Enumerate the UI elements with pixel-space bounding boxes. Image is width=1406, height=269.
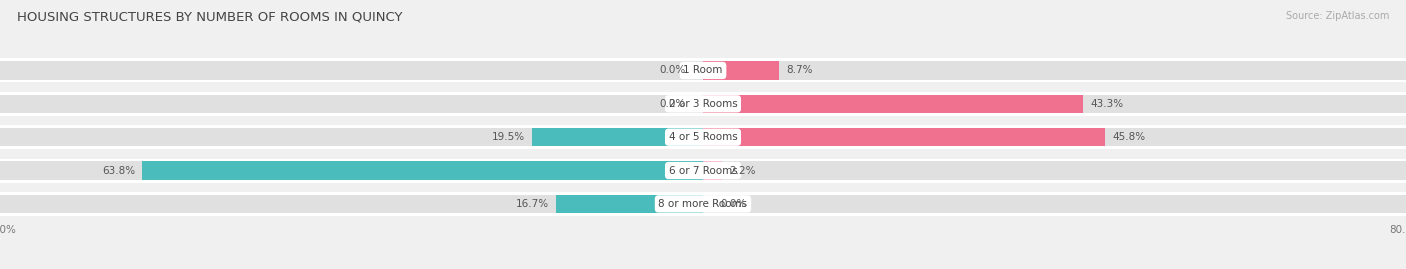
Bar <box>703 61 779 80</box>
Text: 0.0%: 0.0% <box>659 99 686 109</box>
Bar <box>0 195 1406 213</box>
Bar <box>703 128 1105 146</box>
Text: 0.0%: 0.0% <box>659 65 686 76</box>
Bar <box>0 128 1406 146</box>
Text: 2.2%: 2.2% <box>730 165 756 176</box>
Bar <box>0 92 1406 116</box>
Bar <box>531 128 703 146</box>
Text: 6 or 7 Rooms: 6 or 7 Rooms <box>669 165 737 176</box>
Text: 2 or 3 Rooms: 2 or 3 Rooms <box>669 99 737 109</box>
Text: 45.8%: 45.8% <box>1112 132 1146 142</box>
Text: Source: ZipAtlas.com: Source: ZipAtlas.com <box>1285 11 1389 21</box>
Text: HOUSING STRUCTURES BY NUMBER OF ROOMS IN QUINCY: HOUSING STRUCTURES BY NUMBER OF ROOMS IN… <box>17 11 402 24</box>
Text: 4 or 5 Rooms: 4 or 5 Rooms <box>669 132 737 142</box>
Bar <box>557 195 703 213</box>
Bar <box>703 95 1084 113</box>
Bar <box>0 161 1406 180</box>
Bar <box>0 125 1406 149</box>
Text: 63.8%: 63.8% <box>103 165 135 176</box>
Text: 8 or more Rooms: 8 or more Rooms <box>658 199 748 209</box>
Bar <box>703 161 723 180</box>
Text: 19.5%: 19.5% <box>492 132 524 142</box>
Text: 8.7%: 8.7% <box>786 65 813 76</box>
Text: 16.7%: 16.7% <box>516 199 550 209</box>
Bar <box>0 61 1406 80</box>
Text: 0.0%: 0.0% <box>721 199 747 209</box>
Bar <box>142 161 703 180</box>
Bar <box>0 95 1406 113</box>
Bar <box>0 58 1406 83</box>
Text: 1 Room: 1 Room <box>683 65 723 76</box>
Bar <box>0 192 1406 216</box>
Text: 43.3%: 43.3% <box>1091 99 1123 109</box>
Bar <box>0 158 1406 183</box>
